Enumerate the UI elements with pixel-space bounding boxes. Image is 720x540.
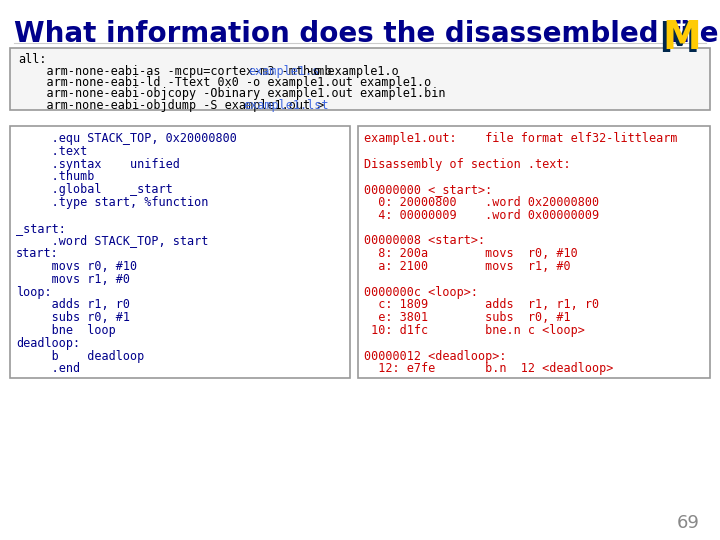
Text: _start:: _start:: [16, 221, 66, 234]
Text: all:: all:: [18, 53, 47, 66]
FancyBboxPatch shape: [10, 48, 710, 110]
Text: 00000008 <start>:: 00000008 <start>:: [364, 234, 485, 247]
Text: M: M: [662, 19, 701, 57]
Text: .equ STACK_TOP, 0x20000800: .equ STACK_TOP, 0x20000800: [16, 132, 237, 145]
Text: example1.lst: example1.lst: [243, 99, 328, 112]
Text: subs r0, #1: subs r0, #1: [16, 311, 130, 324]
Text: 00000012 <deadloop>:: 00000012 <deadloop>:: [364, 349, 506, 362]
Text: arm-none-eabi-as -mcpu=cortex-m3 -mthumb: arm-none-eabi-as -mcpu=cortex-m3 -mthumb: [18, 64, 338, 78]
Text: M: M: [659, 19, 700, 61]
Text: 12: e7fe       b.n  12 <deadloop>: 12: e7fe b.n 12 <deadloop>: [364, 362, 613, 375]
Text: 0000000c <loop>:: 0000000c <loop>:: [364, 286, 478, 299]
Text: a: 2100        movs  r1, #0: a: 2100 movs r1, #0: [364, 260, 571, 273]
Text: .syntax    unified: .syntax unified: [16, 158, 180, 171]
Text: example1.s: example1.s: [248, 64, 319, 78]
Text: bne  loop: bne loop: [16, 324, 116, 337]
Text: -o example1.o: -o example1.o: [299, 64, 399, 78]
Text: b    deadloop: b deadloop: [16, 349, 144, 362]
Text: .type start, %function: .type start, %function: [16, 196, 208, 209]
Text: start:: start:: [16, 247, 59, 260]
Text: arm-none-eabi-ld -Ttext 0x0 -o example1.out example1.o: arm-none-eabi-ld -Ttext 0x0 -o example1.…: [18, 76, 431, 89]
Text: .global    _start: .global _start: [16, 183, 173, 196]
Text: arm-none-eabi-objdump -S example1.out >: arm-none-eabi-objdump -S example1.out >: [18, 99, 331, 112]
Text: example1.out:    file format elf32-littlearm: example1.out: file format elf32-littlear…: [364, 132, 678, 145]
Text: c: 1809        adds  r1, r1, r0: c: 1809 adds r1, r1, r0: [364, 299, 599, 312]
Text: .text: .text: [16, 145, 87, 158]
FancyBboxPatch shape: [358, 126, 710, 378]
Text: movs r1, #0: movs r1, #0: [16, 273, 130, 286]
Text: 8: 200a        movs  r0, #10: 8: 200a movs r0, #10: [364, 247, 577, 260]
Text: .thumb: .thumb: [16, 171, 94, 184]
Text: Disassembly of section .text:: Disassembly of section .text:: [364, 158, 571, 171]
Text: loop:: loop:: [16, 286, 52, 299]
Text: .word STACK_TOP, start: .word STACK_TOP, start: [16, 234, 208, 247]
Text: adds r1, r0: adds r1, r0: [16, 299, 130, 312]
Text: .end: .end: [16, 362, 80, 375]
Text: 10: d1fc        bne.n c <loop>: 10: d1fc bne.n c <loop>: [364, 324, 585, 337]
Text: movs r0, #10: movs r0, #10: [16, 260, 137, 273]
Text: What information does the disassembled file provide?: What information does the disassembled f…: [14, 20, 720, 48]
Text: 00000000 <_start>:: 00000000 <_start>:: [364, 183, 492, 196]
Text: 4: 00000009    .word 0x00000009: 4: 00000009 .word 0x00000009: [364, 209, 599, 222]
Text: 0: 20000800    .word 0x20000800: 0: 20000800 .word 0x20000800: [364, 196, 599, 209]
Text: deadloop:: deadloop:: [16, 337, 80, 350]
Text: arm-none-eabi-objcopy -Obinary example1.out example1.bin: arm-none-eabi-objcopy -Obinary example1.…: [18, 87, 446, 100]
Text: e: 3801        subs  r0, #1: e: 3801 subs r0, #1: [364, 311, 571, 324]
Text: 69: 69: [677, 514, 700, 532]
FancyBboxPatch shape: [10, 126, 350, 378]
